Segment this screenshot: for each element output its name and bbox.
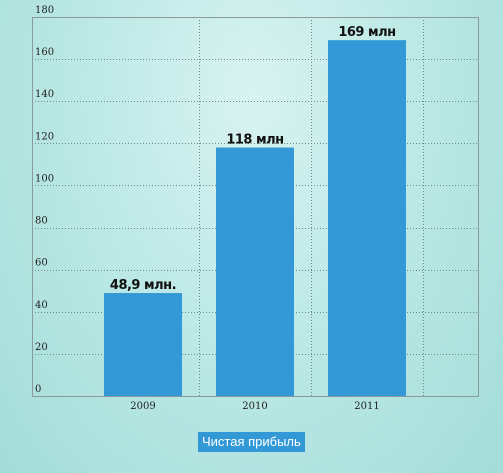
bar-2009: [104, 293, 182, 396]
bar-2010: [216, 147, 294, 396]
data-label-2010: 118 млн: [226, 133, 283, 148]
y-tick-label-140: 140: [35, 89, 54, 100]
data-label-2011: 169 млн: [338, 25, 395, 40]
y-tick-label-40: 40: [35, 300, 48, 311]
x-tick-label-2011: 2011: [354, 401, 379, 412]
data-label-2009: 48,9 млн.: [110, 278, 176, 293]
data-labels: 48,9 млн. 118 млн 169 млн: [110, 25, 396, 293]
bar-2011: [328, 40, 406, 397]
y-tick-label-180: 180: [35, 5, 54, 16]
y-axis-ticks: 0 20 40 60 80 100 120 140 160 180: [35, 5, 54, 395]
y-tick-label-0: 0: [35, 384, 41, 395]
y-tick-label-120: 120: [35, 131, 54, 142]
y-tick-label-100: 100: [35, 173, 54, 184]
y-tick-label-80: 80: [35, 216, 48, 227]
bars: [104, 40, 406, 397]
y-tick-label-20: 20: [35, 342, 48, 353]
x-tick-label-2009: 2009: [130, 401, 155, 412]
plot-frame: [32, 17, 479, 397]
x-tick-label-2010: 2010: [242, 401, 267, 412]
y-tick-label-160: 160: [35, 47, 54, 58]
x-axis-ticks: 2009 2010 2011: [130, 401, 379, 412]
y-tick-label-60: 60: [35, 258, 48, 269]
legend-series-net-profit: Чистая прибыль: [198, 432, 305, 452]
